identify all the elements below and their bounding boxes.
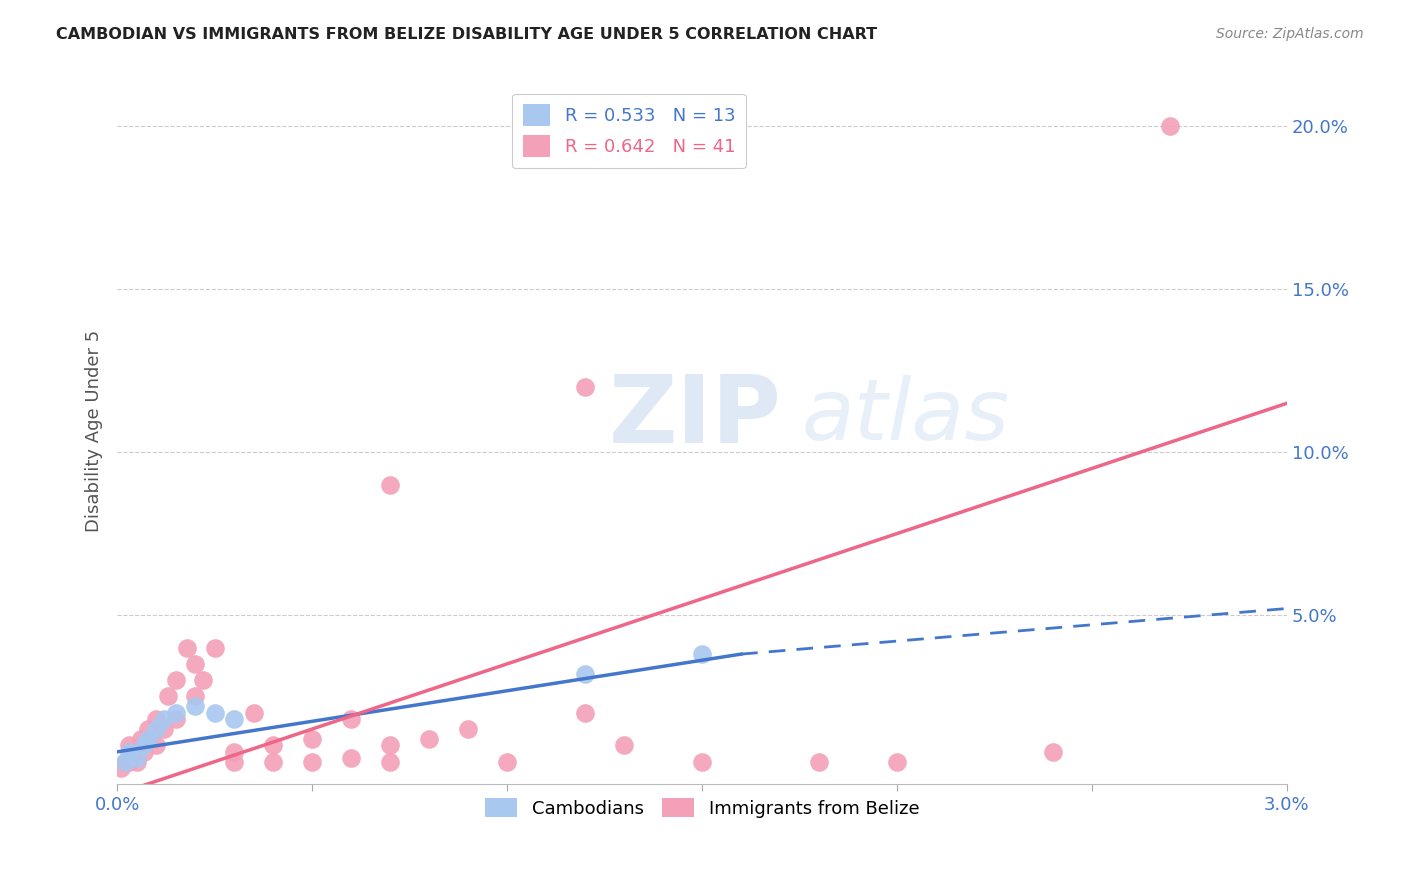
Point — [301, 755, 323, 769]
Point — [138, 722, 160, 736]
Point — [125, 751, 148, 765]
Point — [153, 722, 176, 736]
Point — [204, 706, 226, 720]
Point — [378, 755, 401, 769]
Point — [138, 731, 160, 746]
Point — [129, 731, 152, 746]
Point — [176, 640, 198, 655]
Point — [457, 722, 479, 736]
Point — [118, 745, 141, 759]
Point — [145, 712, 167, 726]
Point — [125, 755, 148, 769]
Point — [613, 739, 636, 753]
Text: Source: ZipAtlas.com: Source: ZipAtlas.com — [1216, 27, 1364, 41]
Point — [134, 739, 156, 753]
Point — [690, 647, 713, 661]
Point — [121, 745, 143, 759]
Point — [156, 690, 179, 704]
Point — [114, 755, 136, 769]
Point — [378, 739, 401, 753]
Point — [118, 755, 141, 769]
Point — [496, 755, 519, 769]
Point — [378, 477, 401, 491]
Point — [184, 699, 207, 714]
Point — [418, 731, 440, 746]
Point — [184, 690, 207, 704]
Point — [574, 666, 596, 681]
Text: ZIP: ZIP — [609, 371, 782, 463]
Point — [301, 731, 323, 746]
Point — [1159, 120, 1181, 134]
Point — [118, 739, 141, 753]
Point — [153, 712, 176, 726]
Point — [191, 673, 214, 688]
Point — [224, 712, 246, 726]
Point — [262, 739, 284, 753]
Point — [808, 755, 831, 769]
Point — [134, 745, 156, 759]
Point — [574, 380, 596, 394]
Point — [145, 739, 167, 753]
Point — [145, 722, 167, 736]
Text: CAMBODIAN VS IMMIGRANTS FROM BELIZE DISABILITY AGE UNDER 5 CORRELATION CHART: CAMBODIAN VS IMMIGRANTS FROM BELIZE DISA… — [56, 27, 877, 42]
Point — [574, 706, 596, 720]
Point — [165, 673, 187, 688]
Point — [184, 657, 207, 671]
Point — [262, 755, 284, 769]
Point — [340, 712, 363, 726]
Point — [165, 712, 187, 726]
Point — [886, 755, 908, 769]
Point — [110, 761, 132, 775]
Point — [242, 706, 264, 720]
Point — [114, 755, 136, 769]
Point — [204, 640, 226, 655]
Point — [224, 745, 246, 759]
Point — [690, 755, 713, 769]
Point — [224, 755, 246, 769]
Text: atlas: atlas — [801, 376, 1010, 458]
Point — [340, 751, 363, 765]
Point — [1042, 745, 1064, 759]
Legend: Cambodians, Immigrants from Belize: Cambodians, Immigrants from Belize — [478, 791, 927, 825]
Point — [165, 706, 187, 720]
Y-axis label: Disability Age Under 5: Disability Age Under 5 — [86, 330, 103, 532]
